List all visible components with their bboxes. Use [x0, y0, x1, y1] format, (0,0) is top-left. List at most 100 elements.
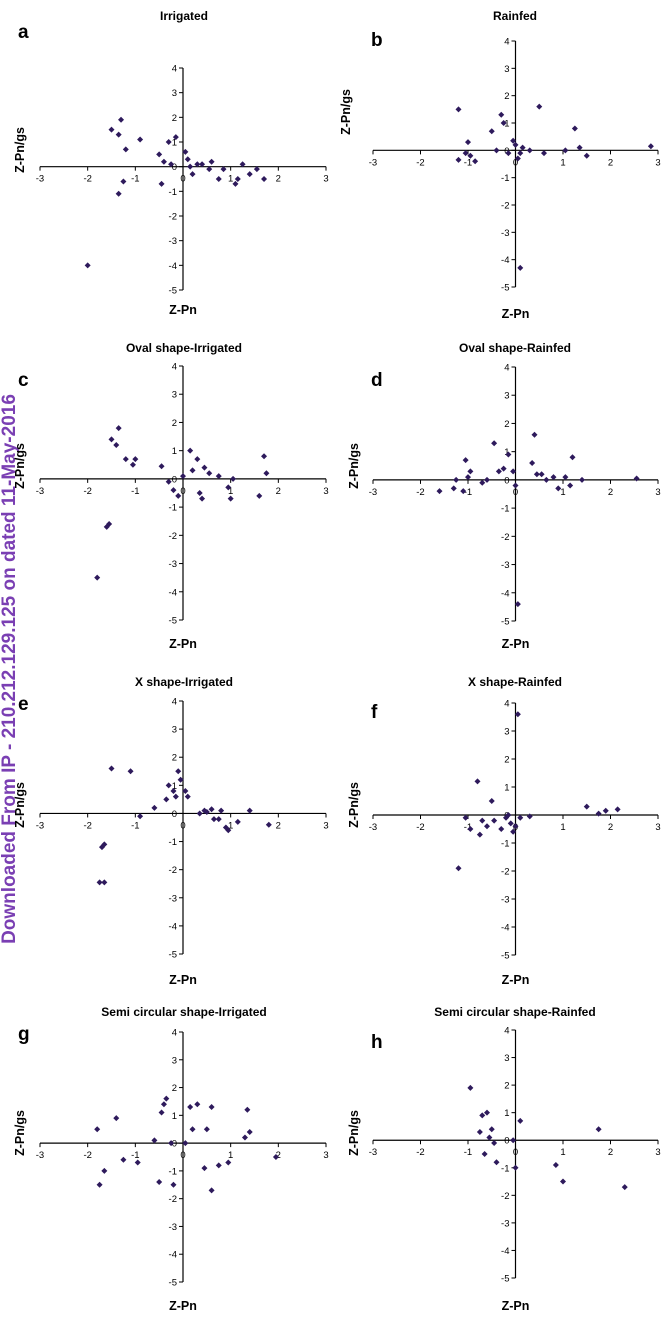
y-axis-title: Z-Pn/gs — [13, 443, 27, 489]
x-tick-label: 2 — [276, 820, 281, 831]
data-point — [137, 136, 144, 143]
data-point — [550, 474, 557, 481]
data-point — [465, 139, 471, 146]
data-point — [450, 485, 457, 492]
data-point — [108, 126, 115, 133]
y-tick-label: 0 — [172, 162, 177, 173]
y-tick-label: -2 — [501, 532, 509, 543]
y-tick-label: 2 — [504, 755, 509, 766]
y-tick-label: -2 — [169, 531, 177, 542]
data-point — [602, 807, 609, 814]
panel-letter: e — [18, 694, 29, 715]
data-point — [206, 470, 213, 477]
data-point — [467, 826, 474, 832]
y-tick-label: 1 — [504, 1108, 509, 1119]
data-point — [465, 474, 471, 481]
y-tick-label: 3 — [504, 64, 509, 75]
x-tick-label: -2 — [416, 157, 424, 168]
data-point — [165, 478, 172, 485]
data-point — [189, 1126, 196, 1133]
y-tick-label: -4 — [501, 255, 509, 266]
panel-letter: c — [18, 370, 29, 391]
data-point — [519, 144, 526, 151]
data-point — [170, 787, 177, 794]
y-tick-label: 1 — [172, 138, 177, 149]
data-point — [484, 476, 490, 483]
y-tick-label: -1 — [169, 1166, 177, 1177]
y-tick-label: -3 — [169, 1222, 177, 1233]
panel-title: Oval shape-Rainfed — [459, 341, 571, 355]
x-tick-label: -2 — [416, 487, 424, 498]
data-point — [621, 1184, 628, 1191]
x-tick-label: -1 — [464, 487, 472, 498]
data-point — [495, 468, 502, 475]
data-point — [151, 1137, 158, 1144]
data-point — [158, 463, 165, 470]
y-tick-label: 3 — [504, 727, 509, 738]
x-tick-label: -3 — [369, 1147, 377, 1158]
data-point — [493, 147, 500, 154]
data-point — [484, 823, 490, 830]
y-axis-title: Z-Pn/gs — [347, 782, 361, 828]
x-axis-title: Z-Pn — [502, 973, 530, 987]
data-point — [510, 828, 517, 835]
data-point — [196, 490, 203, 496]
data-point — [467, 152, 474, 159]
y-tick-label: -5 — [501, 1274, 509, 1285]
x-axis-title: Z-Pn — [169, 303, 197, 317]
x-axis-title: Z-Pn — [169, 637, 197, 651]
data-point — [218, 807, 225, 814]
data-point — [225, 827, 232, 834]
data-point — [256, 492, 263, 499]
data-point — [261, 453, 268, 460]
data-point — [182, 148, 189, 155]
data-point — [526, 813, 533, 820]
y-tick-label: -1 — [501, 1163, 509, 1174]
data-point — [479, 1112, 486, 1119]
x-tick-label: 0 — [180, 174, 185, 185]
y-tick-label: 2 — [172, 418, 177, 429]
data-point — [453, 476, 460, 483]
panel-title: X shape-Rainfed — [468, 675, 562, 689]
data-point — [498, 111, 505, 118]
y-tick-label: -3 — [169, 236, 177, 247]
y-tick-label: -5 — [501, 617, 509, 628]
y-tick-label: 1 — [504, 783, 509, 794]
y-tick-label: -4 — [501, 1246, 509, 1257]
data-point — [505, 150, 512, 157]
data-point — [106, 521, 113, 528]
data-point — [555, 485, 562, 492]
y-tick-label: 4 — [504, 1026, 509, 1037]
x-tick-label: 1 — [560, 157, 565, 168]
data-point — [163, 1095, 170, 1102]
y-tick-label: -3 — [501, 560, 509, 571]
data-point — [467, 468, 474, 475]
data-point — [189, 171, 196, 178]
panel-letter: g — [18, 1024, 30, 1045]
panel-f: X shape-Rainfedf-3-2-1012343210-1-2-3-4-… — [347, 675, 661, 987]
data-point — [172, 134, 179, 141]
data-point — [263, 470, 270, 477]
y-tick-label: 0 — [504, 1136, 509, 1147]
data-point — [472, 158, 479, 165]
y-tick-label: 0 — [172, 809, 177, 820]
y-tick-label: -4 — [501, 588, 509, 599]
panel-letter: h — [371, 1032, 383, 1053]
data-point — [184, 793, 191, 800]
x-tick-label: 2 — [276, 174, 281, 185]
data-point — [462, 814, 469, 821]
y-tick-label: 4 — [504, 699, 509, 710]
x-tick-label: -1 — [464, 1147, 472, 1158]
x-tick-label: -3 — [36, 820, 44, 831]
data-point — [151, 804, 158, 811]
data-point — [595, 810, 602, 817]
y-tick-label: 2 — [172, 1083, 177, 1094]
y-tick-label: -1 — [501, 173, 509, 184]
x-tick-label: 1 — [228, 174, 233, 185]
data-point — [479, 479, 486, 486]
data-point — [115, 131, 122, 138]
data-point — [505, 812, 512, 818]
data-point — [536, 103, 543, 110]
x-tick-label: 1 — [560, 1147, 565, 1158]
